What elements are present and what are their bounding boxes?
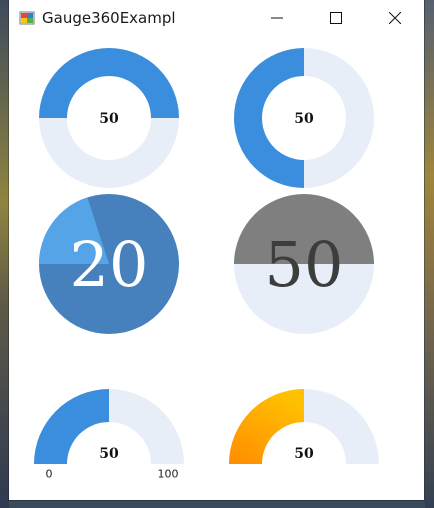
minimize-button[interactable] bbox=[254, 0, 300, 36]
maximize-icon bbox=[330, 12, 342, 24]
window-title: Gauge360Exampl bbox=[42, 9, 176, 27]
gauge-pie-value-slice bbox=[39, 197, 109, 264]
gauge-value-arc bbox=[39, 48, 179, 118]
close-button[interactable] bbox=[372, 0, 418, 36]
gauge-pie-value-slice bbox=[234, 194, 374, 264]
close-icon bbox=[389, 12, 401, 24]
minimize-icon bbox=[271, 17, 283, 19]
gauge-donut-top-right[interactable] bbox=[234, 48, 374, 188]
gauge-value-arc bbox=[34, 389, 109, 464]
title-bar[interactable]: Gauge360Exampl bbox=[9, 0, 424, 36]
gauge-hole bbox=[67, 76, 151, 160]
gauge-value-arc bbox=[234, 48, 304, 188]
gauge-hole bbox=[262, 76, 346, 160]
desktop-background-left bbox=[0, 0, 9, 508]
app-icon[interactable] bbox=[19, 10, 35, 26]
gauge-scale-max-label: 100 bbox=[157, 467, 179, 481]
desktop-background-right bbox=[425, 0, 434, 508]
gauge-pie-middle-right-value: 50 bbox=[264, 228, 344, 301]
gauge-semicircle-bottom-left-value: 50 bbox=[99, 446, 119, 462]
gauge-semicircle-bottom-left[interactable] bbox=[34, 389, 184, 465]
gauge-pie-middle-left-value: 20 bbox=[69, 228, 149, 301]
gauge-donut-top-right-value: 50 bbox=[294, 111, 314, 127]
maximize-button[interactable] bbox=[313, 0, 359, 36]
gauge-donut-top-left-value: 50 bbox=[99, 111, 119, 127]
app-window: Gauge360Exampl 50 50 20 50 bbox=[9, 0, 424, 500]
gauge-semicircle-bottom-right-value: 50 bbox=[294, 446, 314, 462]
gauge-value-arc bbox=[229, 389, 304, 464]
gauge-scale-min-label: 0 bbox=[45, 467, 53, 481]
client-area: 50 50 20 50 50 0 100 50 bbox=[9, 36, 424, 500]
gauge-semicircle-bottom-right[interactable] bbox=[229, 389, 379, 465]
gauge-pie-middle-right[interactable] bbox=[234, 194, 374, 334]
gauge-pie-middle-left[interactable] bbox=[39, 194, 179, 334]
gauge-donut-top-left[interactable] bbox=[39, 48, 179, 188]
